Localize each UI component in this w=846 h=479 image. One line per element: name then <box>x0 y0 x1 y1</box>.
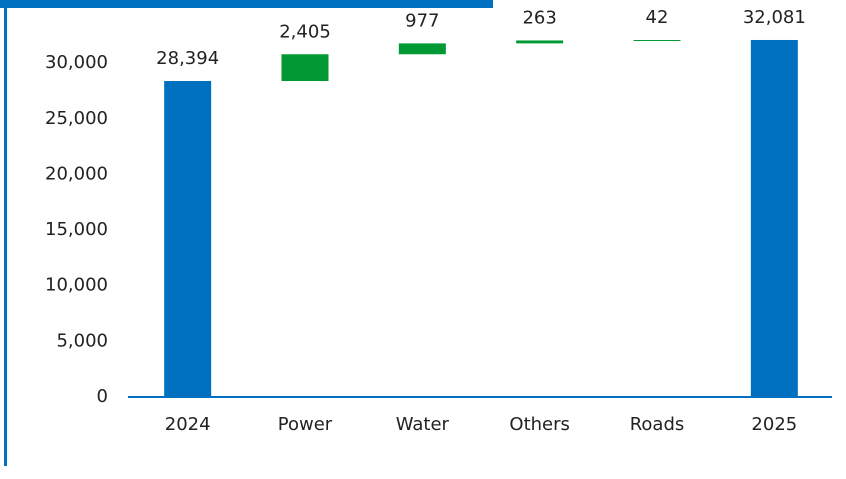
x-tick-label: Power <box>278 414 333 435</box>
data-label: 28,394 <box>156 48 219 69</box>
data-label: 32,081 <box>743 7 806 28</box>
y-tick-label: 30,000 <box>45 52 108 73</box>
bar <box>398 43 446 55</box>
bar <box>516 40 564 44</box>
x-tick-label: Roads <box>630 414 685 435</box>
y-tick-label: 25,000 <box>45 108 108 129</box>
x-tick-label: Water <box>396 414 450 435</box>
data-label: 977 <box>405 10 439 31</box>
frame-line <box>4 0 7 466</box>
x-tick-label: Others <box>509 414 570 435</box>
x-tick-label: 2024 <box>165 414 211 435</box>
y-tick-label: 15,000 <box>45 219 108 240</box>
bar <box>633 39 681 41</box>
data-label: 2,405 <box>279 21 331 42</box>
header-bar <box>0 0 493 8</box>
data-label: 263 <box>522 7 556 28</box>
y-tick-label: 0 <box>97 386 108 407</box>
x-tick-label: 2025 <box>751 414 797 435</box>
y-tick-label: 20,000 <box>45 163 108 184</box>
bar <box>750 39 798 397</box>
y-tick-label: 10,000 <box>45 275 108 296</box>
data-label: 42 <box>646 7 669 28</box>
y-tick-label: 5,000 <box>56 330 108 351</box>
bar <box>281 54 329 82</box>
bar <box>164 81 212 397</box>
